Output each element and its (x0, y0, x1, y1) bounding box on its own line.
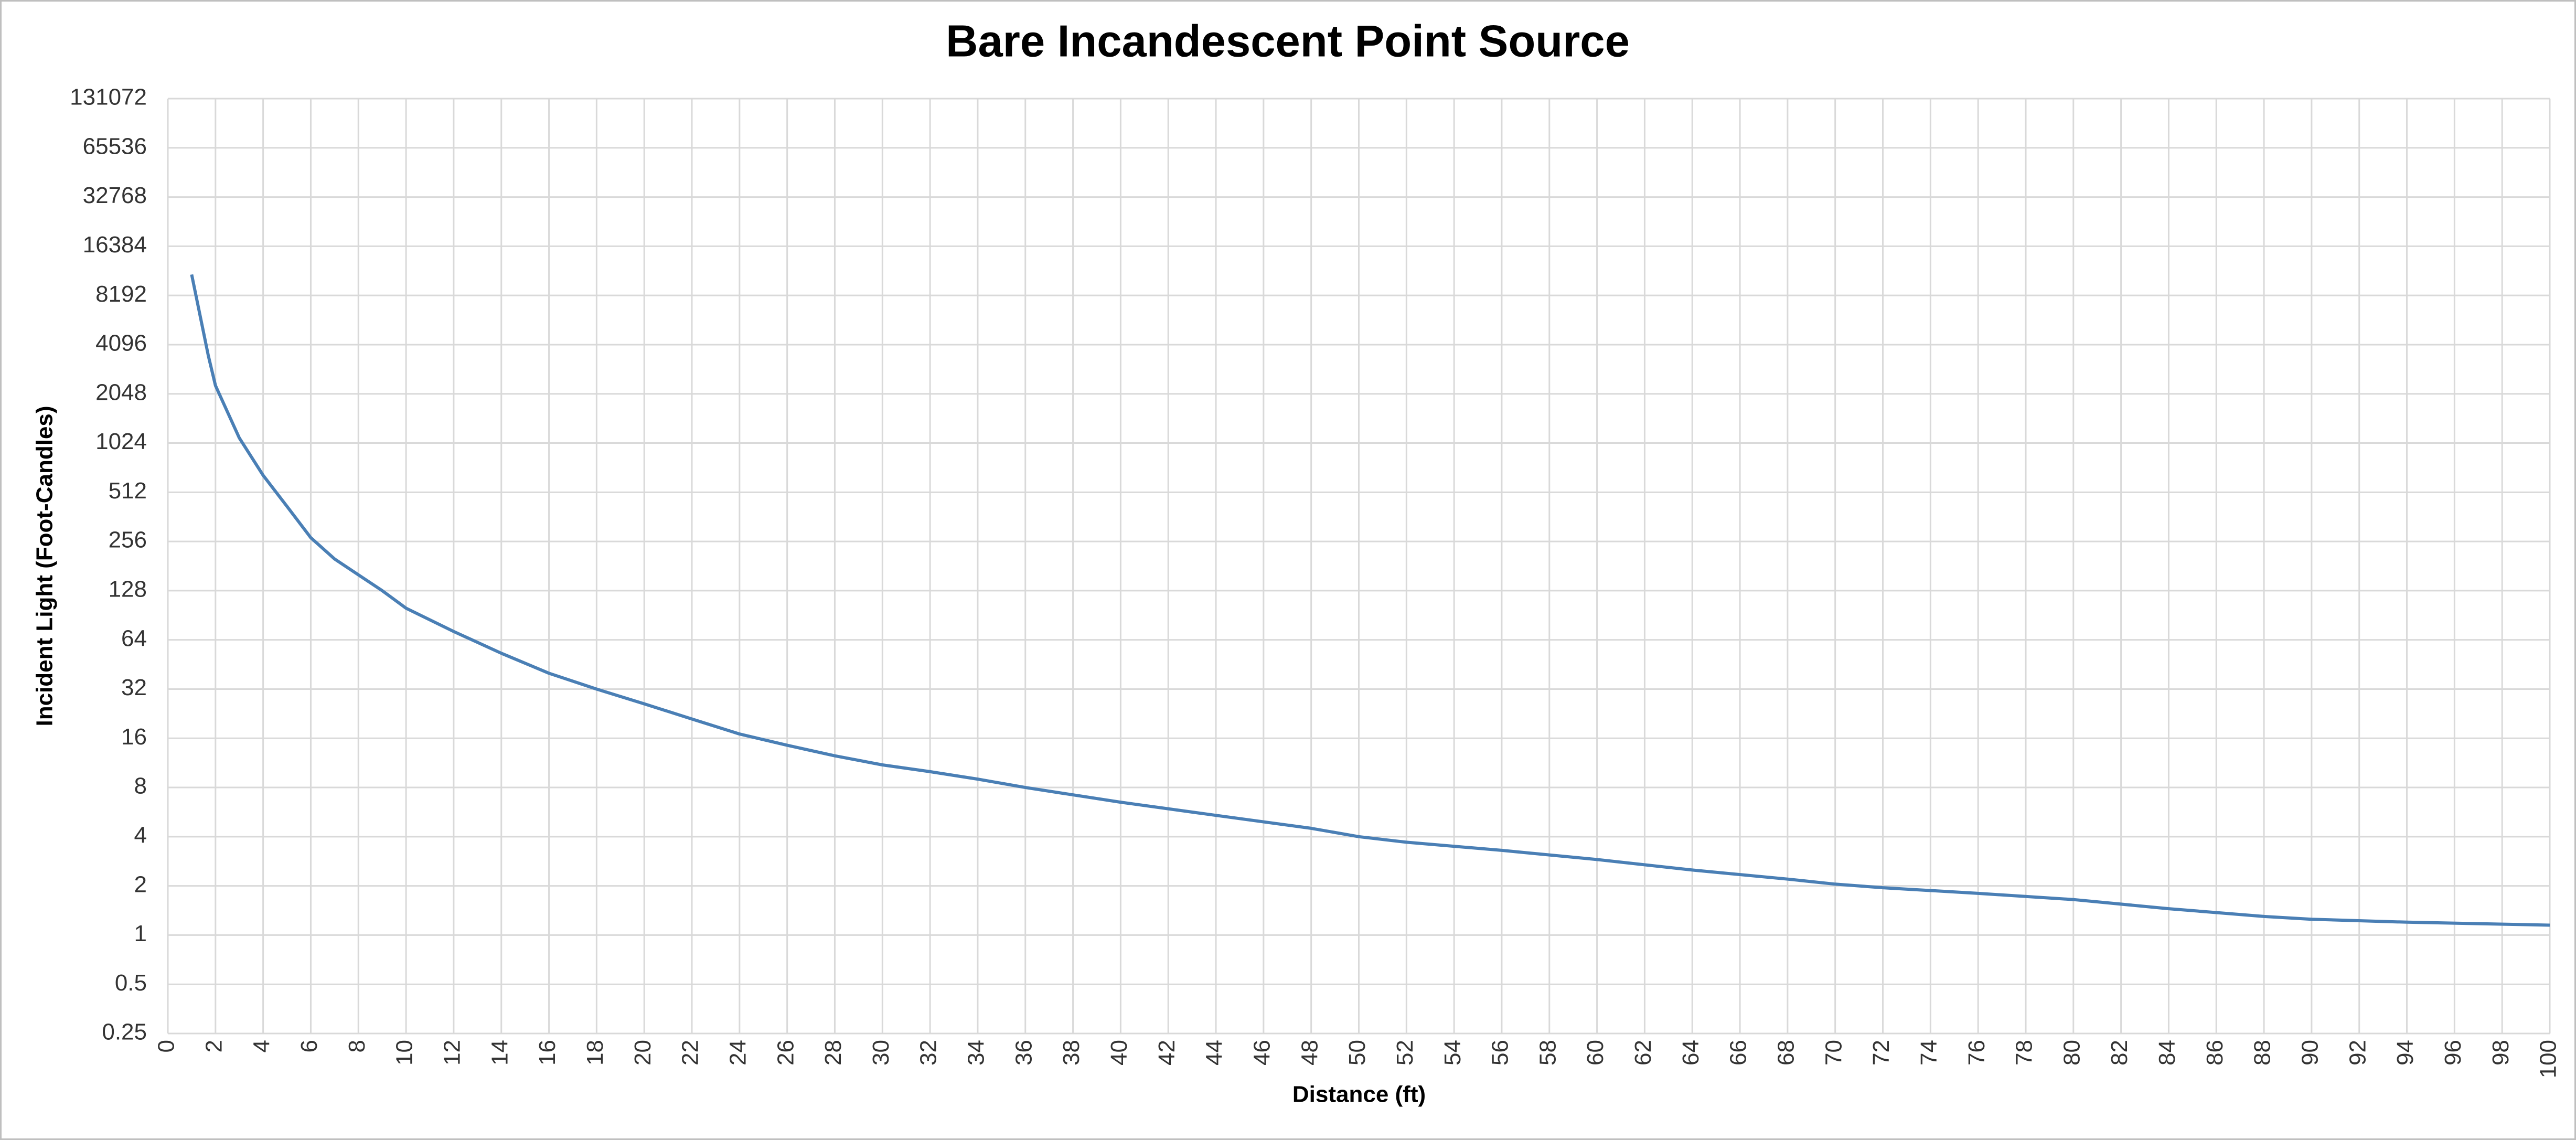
x-tick-label: 46 (1249, 1040, 1275, 1066)
x-tick-label: 76 (1964, 1040, 1990, 1066)
x-tick-label: 90 (2297, 1040, 2323, 1066)
data-line (190, 274, 2550, 927)
y-tick-label: 64 (121, 625, 147, 651)
x-tick-label: 22 (678, 1040, 703, 1066)
x-tick-label: 56 (1488, 1040, 1513, 1066)
x-tick-label: 78 (2012, 1040, 2037, 1066)
x-tick-label: 84 (2154, 1040, 2180, 1066)
x-tick-label: 26 (773, 1040, 798, 1066)
x-tick-label: 54 (1440, 1040, 1466, 1066)
x-tick-label: 60 (1583, 1040, 1608, 1066)
x-tick-label: 86 (2202, 1040, 2228, 1066)
x-tick-label: 14 (487, 1040, 512, 1066)
y-tick-label: 16 (121, 724, 147, 750)
x-tick-label: 74 (1916, 1040, 1942, 1066)
y-tick-label: 512 (109, 478, 147, 504)
y-axis-title: Incident Light (Foot-Candles) (32, 406, 58, 726)
x-tick-label: 96 (2440, 1040, 2466, 1066)
x-tick-label: 94 (2392, 1040, 2418, 1066)
x-tick-label: 32 (916, 1040, 942, 1066)
y-tick-label: 4096 (95, 331, 147, 356)
x-tick-label: 52 (1392, 1040, 1418, 1066)
y-tick-label: 0.5 (115, 970, 147, 996)
x-tick-label: 80 (2059, 1040, 2085, 1066)
x-tick-label: 8 (344, 1040, 370, 1052)
x-tick-label: 50 (1344, 1040, 1370, 1066)
y-tick-label: 131072 (70, 84, 147, 110)
x-tick-label: 40 (1106, 1040, 1132, 1066)
x-tick-label: 12 (440, 1040, 465, 1066)
y-tick-label: 0.25 (102, 1019, 147, 1045)
x-tick-label: 2 (201, 1040, 227, 1052)
x-tick-label: 6 (296, 1040, 322, 1052)
x-tick-label: 88 (2250, 1040, 2275, 1066)
y-tick-label: 4 (134, 822, 147, 848)
x-tick-label: 16 (535, 1040, 560, 1066)
x-tick-label: 62 (1630, 1040, 1656, 1066)
y-tick-label: 32768 (83, 183, 147, 208)
x-tick-label: 66 (1726, 1040, 1751, 1066)
x-tick-label: 4 (249, 1040, 274, 1052)
y-tick-label: 65536 (83, 133, 147, 159)
y-tick-label: 16384 (83, 232, 147, 258)
y-tick-label: 32 (121, 675, 147, 700)
y-tick-label: 8192 (95, 281, 147, 307)
x-tick-label: 92 (2345, 1040, 2370, 1066)
x-tick-label: 64 (1678, 1040, 1704, 1066)
x-tick-label: 58 (1535, 1040, 1560, 1066)
x-tick-label: 28 (820, 1040, 846, 1066)
x-tick-label: 20 (630, 1040, 656, 1066)
y-tick-label: 128 (109, 577, 147, 602)
y-tick-label: 8 (134, 773, 147, 799)
x-tick-label: 10 (392, 1040, 418, 1066)
x-tick-label: 24 (725, 1040, 751, 1066)
x-axis-title: Distance (ft) (1292, 1082, 1426, 1107)
y-tick-label: 2048 (95, 379, 147, 405)
chart-title: Bare Incandescent Point Source (946, 16, 1630, 66)
x-tick-label: 38 (1059, 1040, 1084, 1066)
x-tick-label: 42 (1154, 1040, 1180, 1066)
x-tick-label: 100 (2536, 1040, 2561, 1078)
y-tick-label: 1024 (95, 429, 147, 454)
x-tick-label: 36 (1011, 1040, 1036, 1066)
x-tick-label: 82 (2107, 1040, 2132, 1066)
y-tick-label: 1 (134, 921, 147, 946)
x-tick-label: 44 (1202, 1040, 1227, 1066)
x-tick-label: 98 (2488, 1040, 2514, 1066)
x-tick-label: 18 (582, 1040, 608, 1066)
x-tick-label: 30 (868, 1040, 894, 1066)
x-tick-label: 72 (1868, 1040, 1894, 1066)
y-tick-label: 256 (109, 527, 147, 553)
y-tick-label: 2 (134, 871, 147, 897)
x-tick-label: 34 (964, 1040, 989, 1066)
x-tick-label: 0 (154, 1040, 179, 1052)
x-tick-label: 48 (1297, 1040, 1322, 1066)
x-tick-label: 68 (1773, 1040, 1799, 1066)
x-tick-label: 70 (1821, 1040, 1846, 1066)
